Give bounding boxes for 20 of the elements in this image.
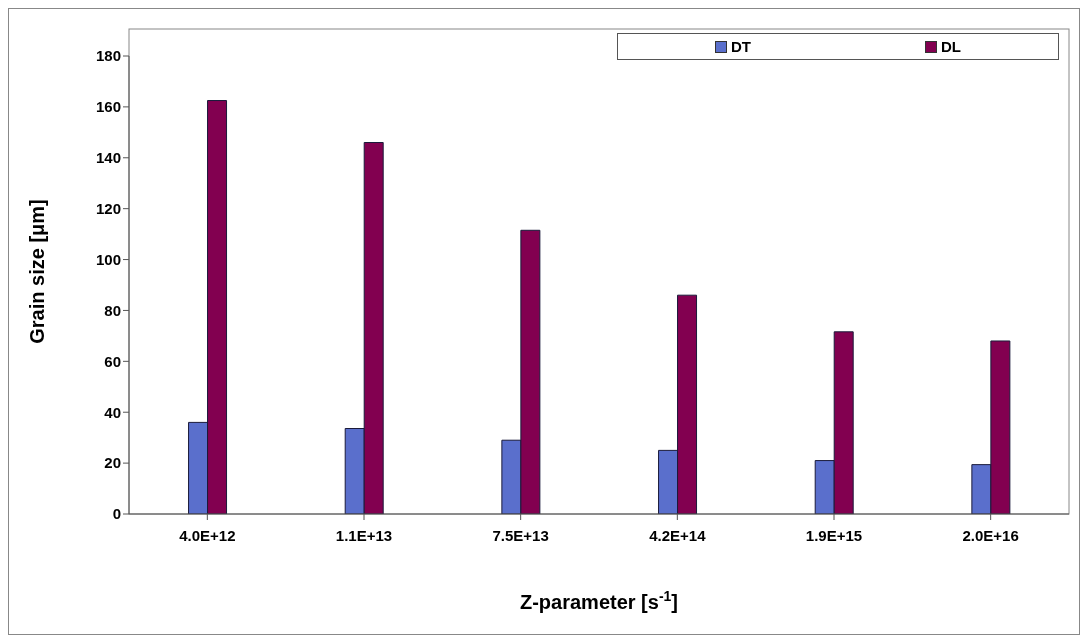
y-tick-label: 120 — [95, 199, 121, 217]
legend-label: DT — [730, 38, 751, 55]
y-tick-label: 80 — [104, 301, 121, 319]
y-tick-label: 60 — [104, 352, 121, 370]
x-axis-title: Z-parameter [s$^{-1}$] — [519, 588, 679, 613]
y-tick-label: 40 — [104, 403, 121, 421]
y-tick-label: 20 — [104, 454, 121, 472]
y-tick-label: 180 — [95, 47, 121, 65]
x-tick-label: 2.0E+16 — [962, 526, 1019, 544]
y-tick-label: 100 — [95, 250, 121, 268]
legend-label: DL — [940, 38, 961, 55]
y-tick-label: 160 — [95, 98, 121, 116]
x-tick-label: 4.2E+14 — [649, 526, 707, 544]
y-axis-title: Grain size [μm] — [26, 199, 48, 344]
x-tick-label: 7.5E+13 — [492, 526, 549, 544]
x-tick-label: 4.0E+12 — [179, 526, 236, 544]
y-tick-label: 140 — [95, 149, 121, 167]
y-tick-label: 0 — [112, 505, 121, 523]
x-tick-label: 1.1E+13 — [335, 526, 393, 544]
x-tick-label: 1.9E+15 — [805, 526, 863, 544]
